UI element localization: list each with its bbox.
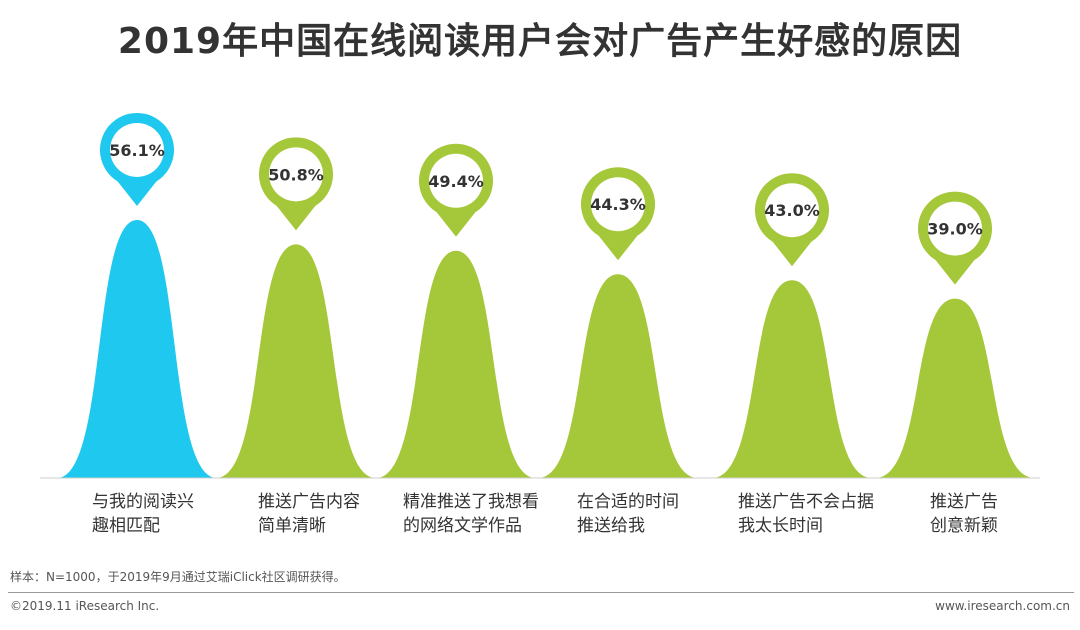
x-tick-label-4: 推送广告不会占据 我太长时间 <box>738 492 874 536</box>
bar-2 <box>376 250 536 478</box>
bar-4 <box>712 280 872 478</box>
data-label-2: 49.4% <box>428 172 484 191</box>
sample-footnote: 样本：N=1000，于2019年9月通过艾瑞iClick社区调研获得。 <box>10 570 346 584</box>
chart-title: 2019年中国在线阅读用户会对广告产生好感的原因 <box>117 21 963 62</box>
bar-5 <box>875 298 1035 478</box>
x-tick-label-2: 精准推送了我想看 的网络文学作品 <box>403 492 539 536</box>
value-marker-inner-0 <box>110 122 164 177</box>
x-tick-label-3: 在合适的时间 推送给我 <box>577 492 679 536</box>
value-marker-inner-2 <box>429 153 483 208</box>
value-marker-inner-1 <box>269 147 323 202</box>
chart-area: 56.1% 50.8% 49.4% 44.3% 43.0% 39.0% <box>40 112 1040 479</box>
data-label-3: 44.3% <box>590 195 646 214</box>
bar-3 <box>538 274 698 478</box>
bar-1 <box>216 244 376 478</box>
bar-0 <box>57 219 217 478</box>
data-label-0: 56.1% <box>109 141 165 160</box>
x-tick-label-1: 推送广告内容 简单清晰 <box>258 492 360 536</box>
value-marker-inner-3 <box>591 177 645 232</box>
data-label-4: 43.0% <box>764 201 820 220</box>
website-url: www.iresearch.com.cn <box>935 599 1070 613</box>
data-label-5: 39.0% <box>927 220 983 239</box>
x-tick-label-0: 与我的阅读兴 趣相匹配 <box>92 492 194 536</box>
value-marker-inner-5 <box>928 201 982 256</box>
data-label-1: 50.8% <box>268 165 324 184</box>
value-marker-inner-4 <box>765 183 819 238</box>
footer-divider <box>8 592 1074 593</box>
copyright-text: ©2019.11 iResearch Inc. <box>10 599 160 613</box>
x-tick-label-5: 推送广告 创意新颖 <box>930 492 998 536</box>
